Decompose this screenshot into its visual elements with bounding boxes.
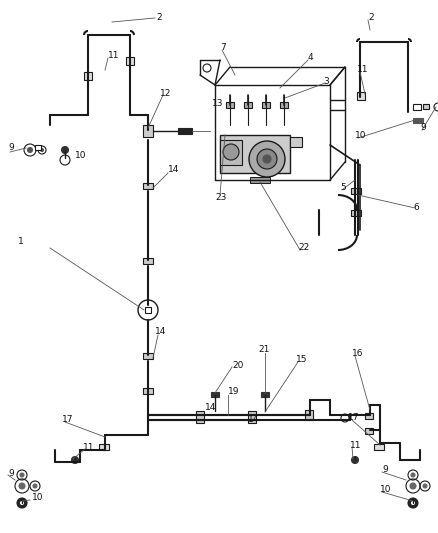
- Text: 4: 4: [308, 53, 314, 62]
- Bar: [126, 57, 134, 65]
- Bar: [35, 145, 41, 150]
- Bar: [196, 411, 204, 423]
- Bar: [220, 135, 290, 173]
- Text: 3: 3: [323, 77, 329, 85]
- Circle shape: [19, 483, 25, 489]
- Bar: [143, 125, 153, 137]
- Circle shape: [411, 502, 414, 505]
- Bar: [220, 140, 242, 165]
- Bar: [248, 411, 256, 423]
- Text: 10: 10: [355, 132, 367, 141]
- Circle shape: [21, 502, 24, 505]
- Bar: [413, 104, 421, 110]
- Bar: [305, 410, 313, 420]
- Circle shape: [263, 155, 271, 163]
- Circle shape: [28, 148, 32, 152]
- Text: 12: 12: [160, 88, 171, 98]
- Text: 1: 1: [18, 238, 24, 246]
- Bar: [351, 210, 361, 216]
- Bar: [351, 188, 361, 194]
- Text: 6: 6: [413, 204, 419, 213]
- Circle shape: [61, 147, 68, 154]
- Circle shape: [40, 149, 43, 151]
- Text: 10: 10: [380, 486, 392, 495]
- Text: 14: 14: [205, 403, 216, 413]
- Bar: [143, 353, 153, 359]
- Text: 19: 19: [228, 387, 240, 397]
- Bar: [365, 428, 373, 434]
- Bar: [143, 388, 153, 394]
- Text: 5: 5: [340, 183, 346, 192]
- Text: 14: 14: [168, 166, 180, 174]
- Text: 9: 9: [8, 469, 14, 478]
- Circle shape: [223, 144, 239, 160]
- Circle shape: [249, 141, 285, 177]
- Text: 16: 16: [352, 350, 364, 359]
- Text: 9: 9: [420, 124, 426, 133]
- Bar: [250, 177, 270, 183]
- Bar: [143, 183, 153, 189]
- Text: 7: 7: [220, 44, 226, 52]
- Bar: [84, 72, 92, 80]
- Text: 14: 14: [248, 416, 259, 424]
- Text: 15: 15: [296, 356, 307, 365]
- Text: 11: 11: [350, 440, 361, 449]
- Bar: [262, 102, 270, 108]
- Text: 11: 11: [357, 66, 368, 75]
- Bar: [365, 413, 373, 419]
- Bar: [374, 444, 384, 450]
- Text: 2: 2: [368, 13, 374, 22]
- Circle shape: [17, 498, 27, 508]
- Circle shape: [33, 484, 37, 488]
- Bar: [244, 102, 252, 108]
- Text: 13: 13: [212, 100, 223, 109]
- Circle shape: [411, 473, 415, 477]
- Circle shape: [257, 149, 277, 169]
- Text: 17: 17: [348, 414, 360, 423]
- Text: 21: 21: [258, 345, 269, 354]
- Circle shape: [423, 484, 427, 488]
- Text: 10: 10: [75, 150, 86, 159]
- Bar: [280, 102, 288, 108]
- Text: 23: 23: [215, 193, 226, 203]
- Circle shape: [20, 473, 24, 477]
- Circle shape: [408, 498, 418, 508]
- Bar: [145, 307, 151, 313]
- Text: 9: 9: [382, 465, 388, 474]
- Text: 11: 11: [108, 52, 120, 61]
- Text: 10: 10: [32, 494, 43, 503]
- Bar: [178, 128, 192, 134]
- Text: 2: 2: [156, 13, 162, 22]
- Circle shape: [410, 483, 416, 489]
- Text: 11: 11: [83, 442, 95, 451]
- Bar: [211, 392, 219, 397]
- Bar: [143, 258, 153, 264]
- Circle shape: [71, 456, 78, 464]
- Circle shape: [352, 456, 358, 464]
- Bar: [99, 444, 109, 450]
- Bar: [261, 392, 269, 397]
- Text: 17: 17: [62, 416, 74, 424]
- Text: 20: 20: [232, 360, 244, 369]
- Bar: [423, 104, 429, 109]
- Bar: [357, 92, 365, 100]
- Text: 22: 22: [298, 244, 309, 253]
- Text: 9: 9: [8, 143, 14, 152]
- Bar: [413, 118, 423, 123]
- Bar: [226, 102, 234, 108]
- Text: 14: 14: [155, 327, 166, 336]
- Bar: [290, 137, 302, 147]
